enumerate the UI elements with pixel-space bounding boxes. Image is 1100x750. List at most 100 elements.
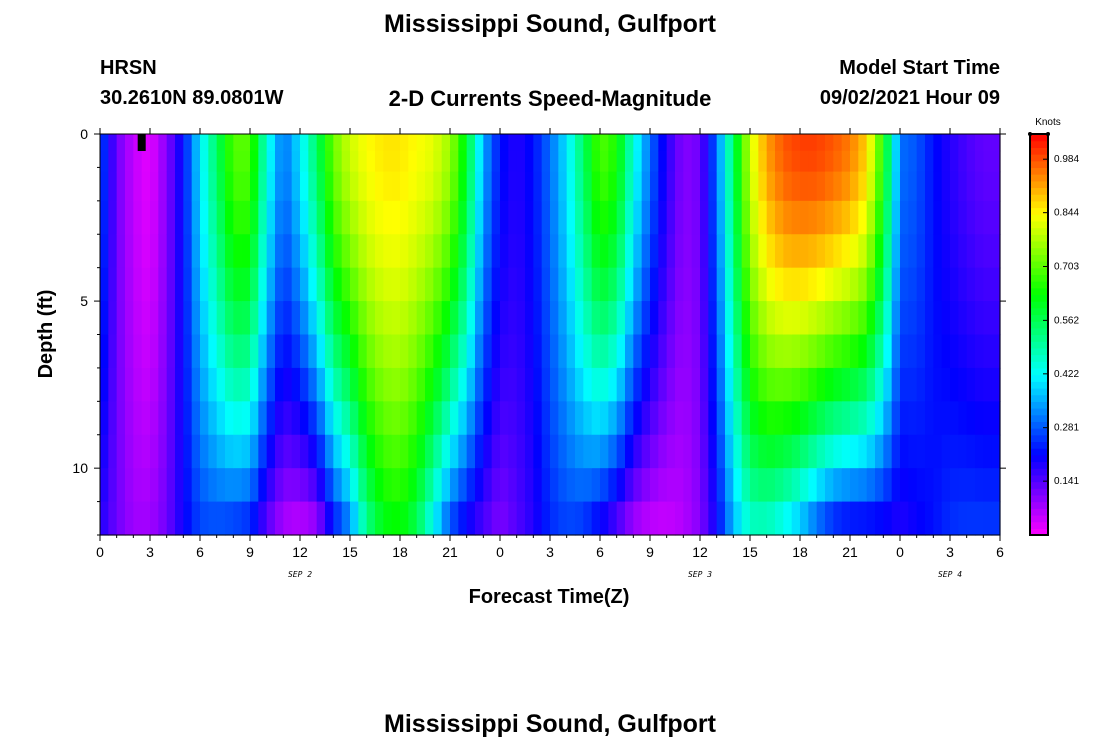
heatmap-cell — [583, 200, 593, 235]
heatmap-cell — [566, 367, 576, 402]
heatmap-cell — [641, 234, 651, 269]
heatmap-cell — [483, 401, 493, 436]
heatmap-cell — [550, 334, 559, 369]
heatmap-cell — [916, 434, 926, 469]
heatmap-cell — [850, 301, 859, 336]
heatmap-cell — [141, 334, 151, 369]
heatmap-cell — [558, 171, 568, 202]
heatmap-cell — [516, 200, 526, 235]
heatmap-cell — [683, 468, 693, 503]
colorbar-swatch — [1030, 147, 1048, 155]
heatmap-cell — [758, 134, 768, 152]
heatmap-cell — [883, 401, 893, 436]
heatmap-cell — [633, 267, 643, 302]
heatmap-cell — [616, 150, 626, 173]
heatmap-cell — [600, 334, 609, 369]
heatmap-cell — [208, 401, 218, 436]
heatmap-cell — [450, 234, 459, 269]
heatmap-cell — [108, 301, 118, 336]
heatmap-cell — [450, 434, 459, 469]
heatmap-cell — [758, 301, 768, 336]
heatmap-cell — [491, 301, 501, 336]
heatmap-cell — [308, 401, 318, 436]
heatmap-cell — [966, 234, 976, 269]
heatmap-cell — [983, 401, 993, 436]
colorbar-swatch — [1030, 260, 1048, 269]
heatmap-cell — [516, 171, 526, 202]
heatmap-cell — [900, 468, 909, 503]
heatmap-cell — [425, 134, 434, 152]
heatmap-cell — [975, 401, 984, 436]
heatmap-cell — [991, 501, 1001, 536]
heatmap-cell — [458, 401, 468, 436]
heatmap-cell — [175, 401, 184, 436]
heatmap-cell — [866, 468, 876, 503]
heatmap-cell — [266, 401, 276, 436]
heatmap-cell — [725, 401, 734, 436]
heatmap-cell — [908, 468, 918, 503]
heatmap-cell — [191, 134, 201, 152]
heatmap-cell — [366, 468, 376, 503]
heatmap-cell — [416, 401, 426, 436]
heatmap-cell — [366, 401, 376, 436]
heatmap-cell — [683, 367, 693, 402]
heatmap-cell — [391, 401, 401, 436]
heatmap-cell — [475, 200, 484, 235]
heatmap-cell — [575, 434, 584, 469]
heatmap-cell — [633, 301, 643, 336]
heatmap-cell — [783, 501, 793, 536]
heatmap-cell — [691, 234, 701, 269]
heatmap-cell — [500, 267, 509, 302]
heatmap-cell — [583, 501, 593, 536]
heatmap-cell — [283, 150, 293, 173]
heatmap-cell — [566, 334, 576, 369]
heatmap-cell — [541, 267, 551, 302]
heatmap-cell — [725, 468, 734, 503]
heatmap-cell — [850, 468, 859, 503]
heatmap-cell — [491, 401, 501, 436]
heatmap-cell — [741, 234, 751, 269]
station-coords: 30.2610N 89.0801W — [100, 87, 284, 109]
heatmap-cell — [483, 301, 493, 336]
heatmap-cell — [641, 267, 651, 302]
heatmap-cell — [166, 200, 176, 235]
heatmap-cell — [425, 267, 434, 302]
heatmap-cell — [300, 468, 309, 503]
heatmap-cell — [841, 301, 851, 336]
heatmap-cell — [316, 171, 326, 202]
heatmap-cell — [283, 134, 293, 152]
heatmap-cell — [150, 334, 159, 369]
heatmap-cell — [158, 134, 168, 152]
heatmap-cell — [541, 501, 551, 536]
heatmap-cell — [925, 401, 934, 436]
heatmap-cell — [366, 434, 376, 469]
heatmap-cell — [333, 171, 343, 202]
heatmap-cell — [383, 171, 393, 202]
heatmap-cell — [391, 234, 401, 269]
heatmap-cell — [391, 150, 401, 173]
heatmap-cell — [550, 267, 559, 302]
heatmap-cell — [850, 501, 859, 536]
heatmap-cell — [100, 234, 109, 269]
heatmap-cell — [791, 134, 801, 152]
heatmap-cell — [341, 334, 351, 369]
heatmap-cell — [750, 401, 759, 436]
heatmap-cell — [258, 234, 268, 269]
heatmap-cell — [475, 367, 484, 402]
heatmap-cell — [183, 134, 193, 152]
heatmap-cell — [458, 200, 468, 235]
heatmap-cell — [366, 501, 376, 536]
heatmap-cell — [575, 501, 584, 536]
heatmap-cell — [958, 501, 968, 536]
colorbar-unit: Knots — [1035, 117, 1061, 128]
heatmap-cell — [441, 200, 451, 235]
heatmap-cell — [716, 401, 726, 436]
heatmap-cell — [791, 234, 801, 269]
heatmap-cell — [183, 501, 193, 536]
heatmap-cell — [400, 134, 409, 152]
heatmap-cell — [516, 150, 526, 173]
heatmap-cell — [375, 267, 384, 302]
heatmap-cell — [991, 150, 1001, 173]
heatmap-cell — [633, 401, 643, 436]
heatmap-cell — [350, 301, 359, 336]
